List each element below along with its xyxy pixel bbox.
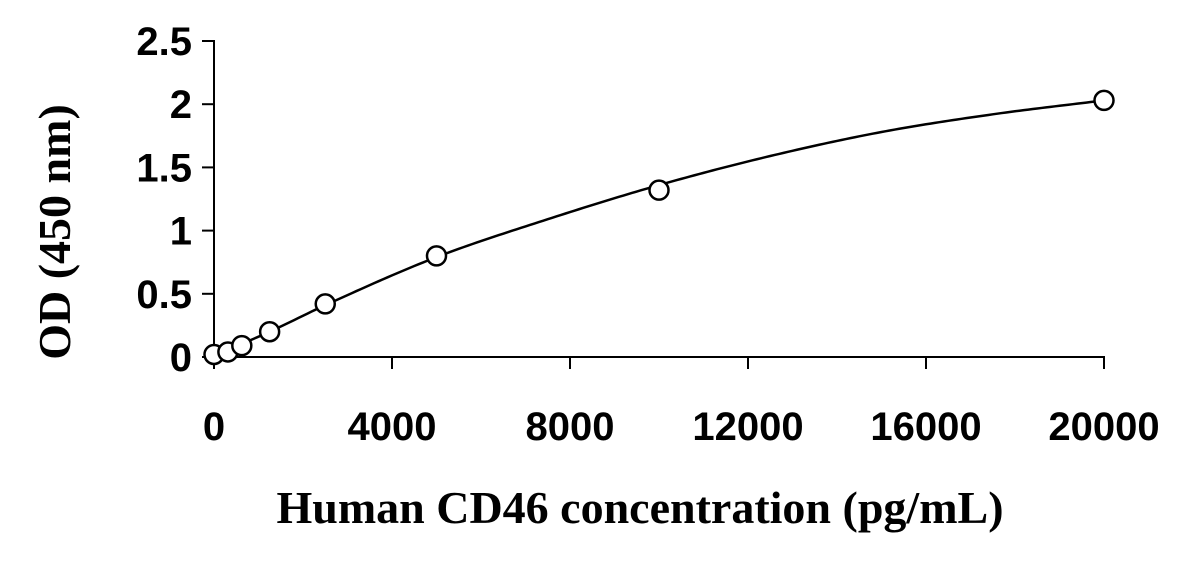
y-tick-label: 0.5 [136, 273, 192, 317]
data-points [203, 89, 1115, 366]
y-tick-label: 0 [170, 336, 192, 380]
fit-curve [213, 99, 1105, 357]
x-tick-label: 8000 [526, 405, 615, 449]
axes: 0 0.5 1 1.5 2 2.5 0 4000 8000 12000 16000 20000 [136, 20, 1159, 449]
data-point [314, 293, 336, 315]
y-tick-label: 2.5 [136, 20, 192, 64]
x-tick-label: 0 [203, 405, 225, 449]
x-axis-title: Human CD46 concentration (pg/mL) [276, 482, 1003, 533]
data-point [231, 334, 253, 357]
x-ticks: 0 4000 8000 12000 16000 20000 [203, 357, 1160, 449]
y-tick-label: 1.5 [136, 146, 192, 190]
x-tick-label: 4000 [348, 405, 437, 449]
data-point [425, 245, 448, 267]
y-tick-label: 2 [170, 83, 192, 127]
x-tick-label: 12000 [692, 405, 803, 449]
data-point [258, 320, 281, 343]
y-ticks: 0 0.5 1 1.5 2 2.5 [136, 20, 214, 380]
y-axis-title: OD (450 nm) [29, 104, 80, 360]
x-tick-label: 20000 [1048, 405, 1159, 449]
data-point [648, 179, 670, 201]
y-tick-label: 1 [170, 210, 192, 254]
data-point [1093, 89, 1115, 112]
x-tick-label: 16000 [870, 405, 981, 449]
